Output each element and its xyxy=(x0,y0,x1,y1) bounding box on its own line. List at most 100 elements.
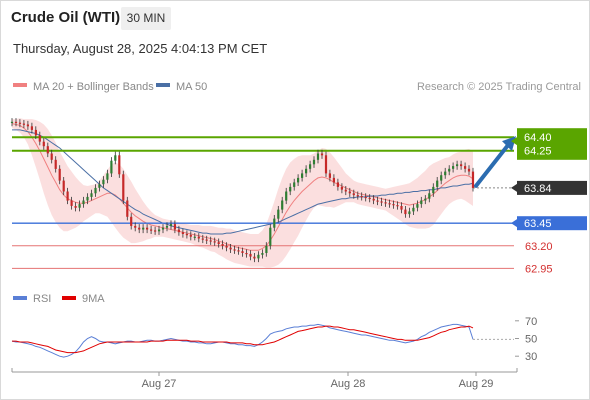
candle-body xyxy=(201,238,204,240)
candle xyxy=(14,118,18,127)
candle-body xyxy=(328,173,331,178)
candle-body xyxy=(189,234,192,237)
candle xyxy=(249,250,252,261)
rsi-line xyxy=(11,323,474,358)
candle xyxy=(400,202,403,214)
candle-body xyxy=(154,230,157,232)
candle xyxy=(364,193,367,202)
level-labels: 64.40 64.25 63.84 63.45 63.20 62.95 xyxy=(511,128,587,275)
candle xyxy=(336,178,339,191)
candle-body xyxy=(134,225,137,228)
candle-body xyxy=(360,196,363,198)
candle xyxy=(368,194,371,203)
candle xyxy=(360,192,363,201)
candle-body xyxy=(452,166,455,169)
candle xyxy=(471,167,475,192)
forecast-arrow-shaft xyxy=(474,143,510,188)
candle-body xyxy=(86,196,89,201)
candle-body xyxy=(126,200,129,217)
bollinger-band-area xyxy=(12,118,473,268)
candle xyxy=(213,237,216,246)
candle-body xyxy=(22,123,25,125)
candle-body xyxy=(197,236,200,239)
forecast-arrow xyxy=(474,136,516,188)
candle xyxy=(432,183,435,197)
candle xyxy=(241,247,244,257)
candle xyxy=(161,224,165,234)
rsi-tick-label-30: 30 xyxy=(525,351,537,363)
ma50-legend-label: MA 50 xyxy=(176,81,207,93)
candle-body xyxy=(94,187,97,194)
candle xyxy=(126,196,129,221)
candle xyxy=(245,249,248,258)
candle-body xyxy=(352,193,355,196)
candle-body xyxy=(448,168,451,172)
x-tick-label-2: Aug 29 xyxy=(459,378,494,390)
candle-body xyxy=(30,126,33,130)
candle xyxy=(380,197,383,206)
resistance-label-1: 64.40 xyxy=(524,132,552,144)
candle-body xyxy=(209,240,212,242)
candle-body xyxy=(142,227,145,230)
candle-body xyxy=(261,253,264,255)
candle-body xyxy=(412,207,415,212)
resistance-label-2: 64.25 xyxy=(524,146,552,158)
candle xyxy=(197,233,200,243)
candle xyxy=(237,246,240,255)
candle xyxy=(416,200,419,212)
candle xyxy=(420,196,423,208)
candle xyxy=(448,165,451,176)
timeframe-badge[interactable]: 30 MIN xyxy=(121,7,171,30)
candle xyxy=(464,162,467,173)
candle-body xyxy=(456,164,459,167)
candle-body xyxy=(241,251,244,253)
candle xyxy=(388,199,391,208)
candle-body xyxy=(42,141,45,147)
price-levels xyxy=(12,136,514,269)
candle-body xyxy=(388,203,391,205)
candle-body xyxy=(58,168,61,181)
candle-body xyxy=(185,234,188,236)
candle xyxy=(94,184,97,197)
candle xyxy=(328,169,331,182)
ma20-legend-label: MA 20 + Bollinger Bands xyxy=(33,81,154,93)
candle-body xyxy=(424,198,427,201)
candle-body xyxy=(460,164,463,167)
candle xyxy=(173,220,176,234)
candle-body xyxy=(78,204,81,208)
ma50-legend-swatch xyxy=(156,83,170,87)
candle xyxy=(277,206,280,223)
candle-body xyxy=(368,197,371,199)
candle xyxy=(356,191,359,200)
candle xyxy=(408,207,411,218)
rsi-tick-label-70: 70 xyxy=(525,316,537,328)
candle-body xyxy=(309,164,312,169)
candle xyxy=(289,183,292,196)
candle xyxy=(209,236,212,245)
candle-body xyxy=(138,227,141,230)
ma50-line xyxy=(12,129,474,235)
candle-body xyxy=(237,250,240,252)
candle-body xyxy=(90,193,93,197)
candle-body xyxy=(464,166,467,169)
candle-body xyxy=(26,124,29,127)
candle xyxy=(424,195,427,205)
candle xyxy=(456,160,459,170)
candle xyxy=(201,234,204,244)
candle-body xyxy=(38,135,41,142)
candle xyxy=(154,226,157,235)
candle xyxy=(281,196,284,214)
candle-body xyxy=(344,189,347,192)
candle xyxy=(146,224,149,234)
rsi9ma-legend-label: 9MA xyxy=(82,293,105,305)
candle-body xyxy=(181,232,184,234)
candle-body xyxy=(320,153,324,156)
candle xyxy=(18,119,22,128)
candle-body xyxy=(257,254,260,259)
candle xyxy=(376,196,379,206)
candle-body xyxy=(471,171,475,188)
candle-body xyxy=(253,256,256,259)
candle xyxy=(134,222,137,232)
candle-body xyxy=(193,236,196,238)
